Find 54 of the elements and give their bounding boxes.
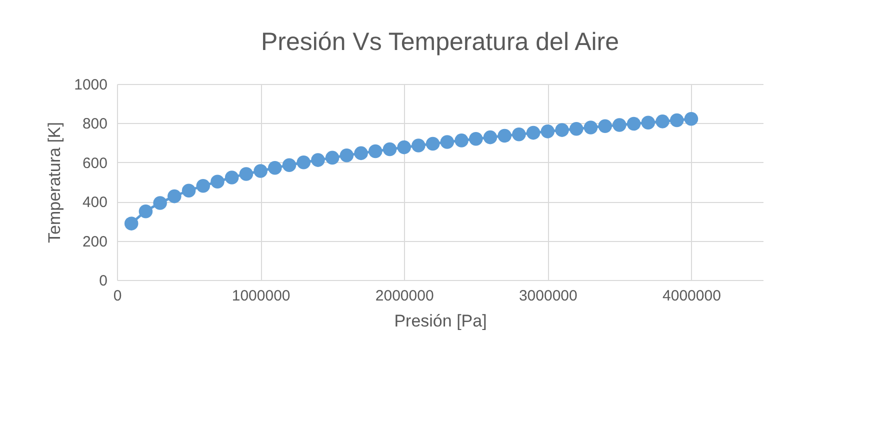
y-tick-label: 0 [99, 272, 108, 290]
point [584, 120, 598, 134]
point [325, 150, 340, 165]
point [224, 170, 239, 184]
point [512, 127, 526, 142]
x-tick-label: 4000000 [662, 288, 721, 304]
point [168, 189, 182, 204]
chart-title: Presión Vs Temperatura del Aire [260, 28, 620, 56]
point [397, 140, 412, 154]
point [254, 164, 268, 178]
point [555, 123, 569, 137]
x-axis-title: Presión [Pa] [394, 312, 487, 330]
point [684, 112, 698, 126]
point [268, 161, 282, 175]
point [210, 174, 224, 188]
point [641, 116, 656, 130]
y-tick-label: 200 [82, 233, 108, 250]
y-tick-label: 400 [82, 194, 108, 212]
x-tick-label: 0 [113, 288, 122, 304]
point [296, 156, 311, 170]
point [368, 144, 382, 158]
point [468, 132, 483, 146]
point [626, 116, 641, 131]
point [598, 119, 612, 134]
point [153, 196, 167, 210]
y-tick-label: 1000 [74, 76, 108, 94]
point [426, 136, 440, 151]
point [670, 113, 684, 128]
y-tick-label: 600 [82, 154, 108, 172]
point [311, 153, 325, 167]
point [412, 138, 426, 152]
point [239, 167, 254, 181]
y-tick-label: 800 [82, 116, 108, 133]
point [340, 148, 354, 162]
point [282, 158, 296, 172]
point [483, 130, 498, 144]
point [138, 204, 153, 218]
point [526, 126, 540, 140]
point [498, 128, 512, 143]
point [440, 135, 454, 149]
point [124, 216, 138, 230]
x-tick-label: 1000000 [232, 288, 290, 304]
point [182, 184, 196, 198]
x-tick-label: 2000000 [375, 288, 434, 304]
point [540, 124, 555, 138]
point [612, 118, 626, 132]
point [569, 122, 584, 136]
x-tick-label: 3000000 [518, 288, 578, 304]
point [382, 142, 397, 156]
point [656, 114, 670, 128]
point [454, 134, 468, 148]
point [354, 146, 368, 160]
point [196, 179, 210, 193]
y-axis-title: Temperatura [K] [45, 122, 64, 243]
